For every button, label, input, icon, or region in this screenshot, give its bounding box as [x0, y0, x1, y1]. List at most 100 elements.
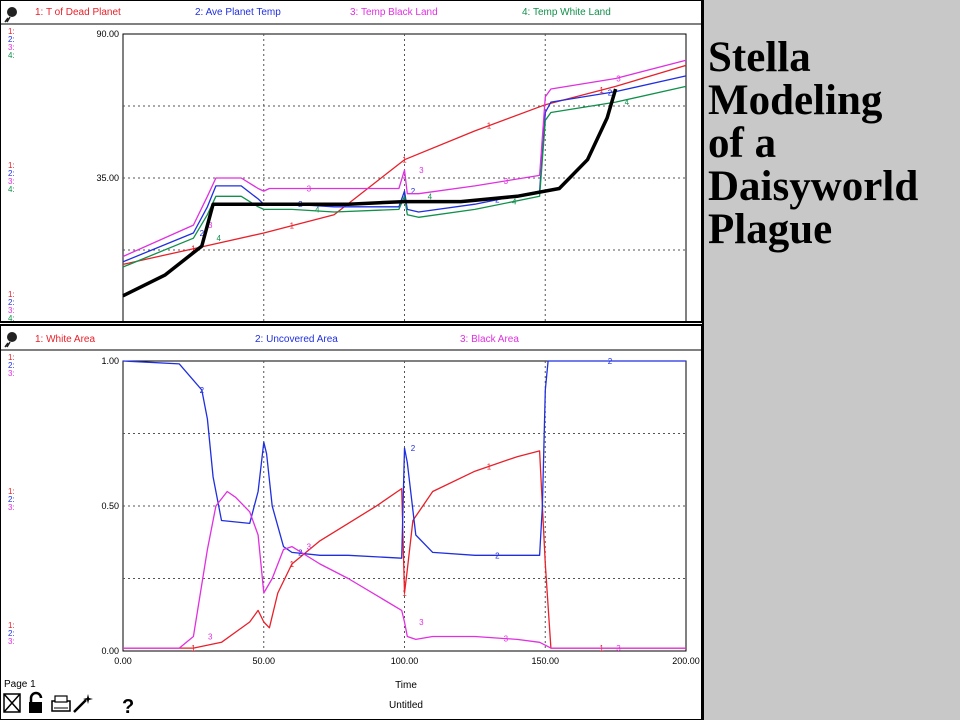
bottom-graph-panel: 1: White Area 2: Uncovered Area 3: Black A…	[0, 324, 703, 720]
axis-key: 1:	[8, 27, 15, 36]
axis-key: 2:	[8, 298, 15, 307]
series-marker: 4	[216, 234, 221, 243]
annotation-curve	[122, 88, 618, 298]
title-line: Plague	[708, 206, 833, 253]
top-axis-keys: 1:2:3:4:1:2:3:4:1:2:3:4:	[8, 27, 15, 323]
series-marker: 3	[419, 166, 424, 175]
series-line	[122, 85, 687, 268]
status-bar: Page 1 Time Untitled ?	[3, 679, 423, 718]
series-marker: 3	[504, 177, 509, 186]
series-line	[123, 450, 686, 649]
bottom-axis-keys: 1:2:3:1:2:3:1:2:3:	[8, 353, 15, 646]
axis-key: 3:	[8, 503, 15, 512]
series-marker: 4	[625, 98, 630, 107]
series-marker: 2	[200, 386, 205, 395]
series-marker: 3	[616, 75, 621, 84]
y-tick-label: 0.00	[101, 646, 119, 656]
x-tick-label: 200.00	[672, 656, 700, 666]
series-marker: 1	[402, 156, 407, 165]
axis-key: 1:	[8, 161, 15, 170]
stella-window: 1: T of Dead Planet 2: Ave Planet Temp 3: …	[0, 0, 704, 720]
top-graph-panel: 1: T of Dead Planet 2: Ave Planet Temp 3: …	[0, 0, 703, 323]
bottom-legend: 1: White Area 2: Uncovered Area 3: Black A…	[35, 334, 519, 345]
lock-icon[interactable]	[29, 691, 43, 713]
slide-title: Stella Modeling of a Daisyworld Plague	[708, 36, 958, 251]
legend-entry: 4: Temp White Land	[522, 7, 611, 18]
axis-key: 4:	[8, 314, 15, 323]
legend-entry: 1: White Area	[35, 334, 95, 345]
series-marker: 3	[504, 635, 509, 644]
axis-key: 2:	[8, 35, 15, 44]
x-axis-label: Time	[395, 680, 417, 691]
y-tick-label: 35.00	[96, 173, 119, 183]
series-marker: 1	[487, 462, 492, 471]
axis-key: 4:	[8, 185, 15, 194]
series-line	[122, 360, 686, 559]
x-tick-label: 100.00	[391, 656, 419, 666]
series-marker: 3	[419, 618, 424, 627]
series-marker: 2	[200, 229, 205, 238]
series-marker: 3	[616, 644, 621, 653]
axis-key: 3:	[8, 637, 15, 646]
help-icon[interactable]: ?	[122, 696, 134, 718]
title-line: Stella	[708, 34, 811, 81]
series-marker: 3	[307, 184, 312, 193]
y-tick-label: 0.50	[101, 501, 119, 511]
legend-entry: 1: T of Dead Planet	[35, 7, 121, 18]
title-line: Daisyworld	[708, 163, 919, 210]
axis-key: 3:	[8, 177, 15, 186]
title-line: Modeling	[708, 77, 883, 124]
series-line	[123, 490, 686, 649]
print-icon[interactable]	[51, 695, 71, 712]
series-marker: 2	[608, 89, 613, 98]
x-axis: 0.00 50.00 100.00 150.00 200.00	[114, 656, 700, 666]
axis-key: 2:	[8, 169, 15, 178]
axis-key: 4:	[8, 51, 15, 60]
y-tick-label: 90.00	[96, 29, 119, 39]
series-line	[122, 59, 687, 258]
x-tick-label: 50.00	[252, 656, 275, 666]
wand-icon[interactable]	[73, 694, 93, 713]
graph-pad: 1: T of Dead Planet 2: Ave Planet Temp 3: …	[0, 0, 703, 720]
series-marker: 2	[298, 548, 303, 557]
pin-icon[interactable]	[4, 7, 17, 23]
x-tick-label: 0.00	[114, 656, 132, 666]
axis-key: 2:	[8, 629, 15, 638]
y-tick-label: 1.00	[101, 356, 119, 366]
series-marker: 3	[307, 543, 312, 552]
series-marker: 1	[290, 222, 295, 231]
axis-key: 2:	[8, 495, 15, 504]
series-line	[122, 64, 687, 266]
page-label[interactable]: Page 1	[4, 679, 36, 690]
axis-key: 3:	[8, 43, 15, 52]
series-marker: 4	[315, 205, 320, 214]
series-marker: 2	[411, 187, 416, 196]
series-marker: 2	[608, 357, 613, 366]
axis-key: 3:	[8, 306, 15, 315]
series-marker: 1	[599, 86, 604, 95]
series-marker: 1	[487, 122, 492, 131]
axis-key: 1:	[8, 487, 15, 496]
axis-key: 1:	[8, 621, 15, 630]
legend-entry: 2: Ave Planet Temp	[195, 7, 281, 18]
x-tick-label: 150.00	[531, 656, 559, 666]
series-marker: 4	[512, 197, 517, 206]
series-marker: 1	[402, 589, 407, 598]
axis-key: 3:	[8, 369, 15, 378]
series-marker: 3	[208, 633, 213, 642]
legend-entry: 2: Uncovered Area	[255, 334, 338, 345]
axis-key: 1:	[8, 290, 15, 299]
series-marker: 4	[428, 192, 433, 201]
stop-icon[interactable]	[3, 693, 21, 713]
legend-entry: 3: Black Area	[460, 334, 519, 345]
axis-key: 1:	[8, 353, 15, 362]
pin-icon[interactable]	[4, 332, 17, 348]
series-marker: 1	[191, 245, 196, 254]
series-marker: 2	[495, 196, 500, 205]
legend-entry: 3: Temp Black Land	[350, 7, 438, 18]
series-marker: 2	[411, 444, 416, 453]
title-line: of a	[708, 120, 777, 167]
top-legend: 1: T of Dead Planet 2: Ave Planet Temp 3: …	[35, 7, 611, 18]
